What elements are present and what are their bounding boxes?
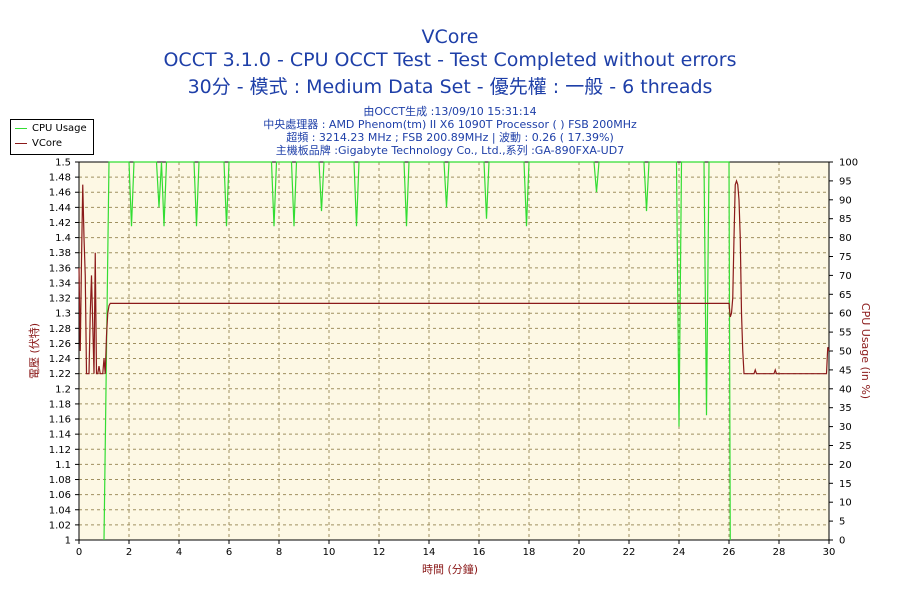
legend: CPU Usage VCore (10, 119, 94, 155)
y-left-tick-label: 1.3 (55, 309, 71, 320)
x-tick-label: 4 (176, 547, 182, 558)
x-tick-label: 0 (76, 547, 82, 558)
x-tick-label: 8 (276, 547, 282, 558)
x-tick-label: 12 (373, 547, 386, 558)
y-right-tick-label: 85 (839, 214, 852, 225)
y-right-tick-label: 55 (839, 328, 852, 339)
info-cpu: 中央處理器 : AMD Phenom(tm) II X6 1090T Proce… (263, 118, 637, 131)
info-generated: 由OCCT生成 :13/09/10 15:31:14 (363, 105, 537, 118)
y-left-tick-label: 1.26 (49, 339, 71, 350)
y-left-tick-label: 1.04 (49, 505, 71, 516)
y-right-tick-label: 50 (839, 347, 852, 358)
y-right-tick-label: 60 (839, 309, 852, 320)
y-left-tick-label: 1.16 (49, 415, 71, 426)
x-tick-label: 14 (423, 547, 436, 558)
y-right-tick-label: 0 (839, 536, 845, 547)
x-tick-label: 30 (823, 547, 836, 558)
series-line-vcore (78, 178, 830, 375)
y-right-tick-label: 100 (839, 158, 858, 169)
y-right-tick-label: 75 (839, 252, 852, 263)
y-left-tick-label: 1.46 (49, 188, 71, 199)
y-right-tick-label: 20 (839, 460, 852, 471)
y-left-tick-label: 1.2 (55, 384, 71, 395)
y-left-tick-label: 1.5 (55, 158, 71, 169)
y-right-tick-label: 45 (839, 365, 852, 376)
chart-subtitle-mode: 30分 - 模式 : Medium Data Set - 優先權 : 一般 - … (187, 76, 713, 98)
y-left-tick-label: 1.28 (49, 324, 71, 335)
x-tick-label: 28 (773, 547, 786, 558)
y-right-tick-label: 70 (839, 271, 852, 282)
y-right-tick-label: 35 (839, 403, 852, 414)
y-left-tick-label: 1.42 (49, 218, 71, 229)
x-tick-label: 26 (723, 547, 736, 558)
legend-item-cpu-usage: CPU Usage (15, 122, 87, 136)
legend-label-cpu-usage: CPU Usage (32, 123, 87, 134)
x-tick-label: 10 (323, 547, 336, 558)
legend-swatch-vcore (15, 142, 27, 144)
y-left-tick-label: 1.4 (55, 233, 71, 244)
series-line-cpu-usage (103, 161, 731, 541)
y-left-tick-label: 1.1 (55, 460, 71, 471)
legend-swatch-cpu-usage (15, 127, 27, 129)
y-left-tick-label: 1.18 (49, 399, 71, 410)
y-left-tick-label: 1.08 (49, 475, 71, 486)
y-left-tick-label: 1.14 (49, 430, 71, 441)
y-axis-label-left: 電壓 (伏特) (27, 323, 41, 379)
y-right-tick-label: 65 (839, 290, 852, 301)
x-tick-label: 16 (473, 547, 486, 558)
info-overclock: 超頻 : 3214.23 MHz ; FSB 200.89MHz | 波動 : … (286, 131, 614, 144)
y-right-tick-label: 15 (839, 479, 852, 490)
x-tick-label: 6 (226, 547, 232, 558)
x-axis-label: 時間 (分鐘) (422, 562, 478, 576)
info-motherboard: 主機板品牌 :Gigabyte Technology Co., Ltd.,系列 … (275, 144, 625, 157)
x-tick-label: 20 (573, 547, 586, 558)
y-left-tick-label: 1.12 (49, 445, 71, 456)
chart-title: VCore (421, 26, 479, 48)
plot-area (79, 162, 829, 540)
x-tick-label: 24 (673, 547, 686, 558)
y-left-tick-label: 1.48 (49, 173, 71, 184)
y-right-tick-label: 90 (839, 195, 852, 206)
y-left-tick-label: 1.32 (49, 294, 71, 305)
y-left-tick-label: 1.36 (49, 263, 71, 274)
y-left-tick-label: 1.02 (49, 520, 71, 531)
x-tick-label: 2 (126, 547, 132, 558)
y-right-tick-label: 25 (839, 441, 852, 452)
y-right-tick-label: 10 (839, 498, 852, 509)
legend-item-vcore: VCore (15, 137, 62, 151)
x-tick-label: 18 (523, 547, 536, 558)
legend-label-vcore: VCore (32, 138, 62, 149)
y-left-tick-label: 1.38 (49, 248, 71, 259)
y-right-tick-label: 80 (839, 233, 852, 244)
x-tick-label: 22 (623, 547, 636, 558)
y-right-tick-label: 40 (839, 384, 852, 395)
y-left-tick-label: 1.06 (49, 490, 71, 501)
y-right-tick-label: 5 (839, 517, 845, 528)
y-axis-label-right: CPU Usage (in %) (859, 303, 872, 399)
chart-subtitle-test: OCCT 3.1.0 - CPU OCCT Test - Test Comple… (163, 49, 737, 71)
y-left-tick-label: 1.22 (49, 369, 71, 380)
y-left-tick-label: 1.44 (49, 203, 71, 214)
y-right-tick-label: 95 (839, 176, 852, 187)
y-left-tick-label: 1.24 (49, 354, 71, 365)
y-right-tick-label: 30 (839, 422, 852, 433)
y-left-tick-label: 1.34 (49, 278, 71, 289)
y-left-tick-label: 1 (65, 536, 71, 547)
